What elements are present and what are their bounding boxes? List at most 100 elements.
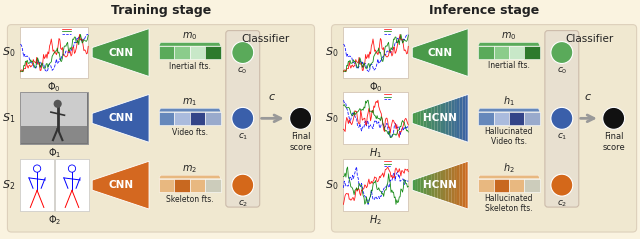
FancyBboxPatch shape	[524, 179, 540, 192]
Polygon shape	[443, 102, 446, 135]
FancyBboxPatch shape	[509, 112, 524, 125]
Polygon shape	[460, 96, 463, 140]
Polygon shape	[460, 163, 463, 207]
Text: $S_2$: $S_2$	[2, 178, 15, 192]
FancyBboxPatch shape	[190, 179, 205, 192]
FancyBboxPatch shape	[20, 159, 54, 211]
Text: HCNN: HCNN	[423, 113, 457, 123]
FancyBboxPatch shape	[21, 126, 87, 143]
Text: Inertial fts.: Inertial fts.	[169, 62, 211, 71]
FancyBboxPatch shape	[20, 92, 88, 144]
Polygon shape	[426, 174, 429, 196]
Text: Final
score: Final score	[289, 132, 312, 152]
FancyBboxPatch shape	[332, 25, 637, 232]
Circle shape	[232, 174, 253, 196]
Circle shape	[54, 100, 61, 108]
Polygon shape	[478, 175, 540, 179]
Circle shape	[232, 107, 253, 129]
Text: $c_2$: $c_2$	[557, 199, 567, 209]
Text: $S_0$: $S_0$	[325, 178, 339, 192]
FancyBboxPatch shape	[493, 46, 509, 59]
FancyBboxPatch shape	[20, 27, 88, 78]
Polygon shape	[429, 107, 432, 130]
Text: $H_1$: $H_1$	[369, 146, 382, 160]
Text: $m_0$: $m_0$	[501, 30, 516, 42]
Text: $c$: $c$	[584, 92, 592, 102]
FancyBboxPatch shape	[22, 94, 88, 144]
Polygon shape	[449, 100, 451, 137]
FancyBboxPatch shape	[226, 31, 260, 207]
Polygon shape	[420, 109, 424, 127]
Text: Final
score: Final score	[602, 132, 625, 152]
Text: $\Phi_1$: $\Phi_1$	[47, 146, 61, 160]
Polygon shape	[463, 162, 465, 208]
FancyBboxPatch shape	[478, 112, 493, 125]
Polygon shape	[454, 165, 457, 205]
Text: $c_1$: $c_1$	[237, 132, 248, 142]
FancyBboxPatch shape	[205, 112, 221, 125]
FancyBboxPatch shape	[524, 46, 540, 59]
Polygon shape	[418, 177, 420, 193]
Text: $h_1$: $h_1$	[503, 94, 515, 108]
FancyBboxPatch shape	[478, 46, 493, 59]
Polygon shape	[435, 172, 437, 199]
FancyBboxPatch shape	[20, 92, 88, 144]
Polygon shape	[412, 29, 468, 76]
Text: Inference stage: Inference stage	[429, 4, 539, 17]
Text: $c_2$: $c_2$	[237, 199, 248, 209]
FancyBboxPatch shape	[159, 179, 175, 192]
Text: $c_0$: $c_0$	[237, 66, 248, 76]
Polygon shape	[451, 166, 454, 204]
Text: Classifier: Classifier	[566, 34, 614, 43]
FancyBboxPatch shape	[190, 112, 205, 125]
FancyBboxPatch shape	[55, 159, 89, 211]
Polygon shape	[415, 111, 418, 125]
Text: $m_0$: $m_0$	[182, 30, 198, 42]
Polygon shape	[465, 161, 468, 209]
Text: Skeleton fts.: Skeleton fts.	[166, 195, 214, 204]
Polygon shape	[412, 179, 415, 191]
Polygon shape	[159, 175, 221, 179]
Polygon shape	[478, 108, 540, 112]
FancyBboxPatch shape	[205, 46, 221, 59]
Polygon shape	[432, 106, 435, 131]
Text: Hallucinated
Video fts.: Hallucinated Video fts.	[484, 127, 533, 146]
FancyBboxPatch shape	[8, 25, 314, 232]
Text: HCNN: HCNN	[423, 180, 457, 190]
FancyBboxPatch shape	[344, 27, 408, 78]
Polygon shape	[463, 95, 465, 141]
Polygon shape	[424, 109, 426, 128]
Text: $S_0$: $S_0$	[2, 46, 15, 60]
Text: CNN: CNN	[108, 180, 133, 190]
Polygon shape	[465, 94, 468, 142]
Polygon shape	[159, 43, 221, 46]
Circle shape	[603, 107, 625, 129]
Polygon shape	[440, 170, 443, 201]
Text: CNN: CNN	[108, 113, 133, 123]
Polygon shape	[92, 161, 149, 209]
Polygon shape	[454, 98, 457, 138]
FancyBboxPatch shape	[175, 112, 190, 125]
Polygon shape	[432, 173, 435, 198]
Polygon shape	[451, 99, 454, 137]
FancyBboxPatch shape	[509, 46, 524, 59]
Text: Inertial fts.: Inertial fts.	[488, 61, 530, 70]
Polygon shape	[429, 174, 432, 197]
FancyBboxPatch shape	[545, 31, 579, 207]
FancyBboxPatch shape	[159, 112, 175, 125]
Polygon shape	[424, 175, 426, 195]
Polygon shape	[446, 168, 449, 202]
FancyBboxPatch shape	[175, 46, 190, 59]
FancyBboxPatch shape	[344, 92, 408, 144]
FancyBboxPatch shape	[190, 46, 205, 59]
FancyBboxPatch shape	[524, 112, 540, 125]
Polygon shape	[159, 108, 221, 112]
Polygon shape	[418, 110, 420, 126]
FancyBboxPatch shape	[175, 179, 190, 192]
Polygon shape	[478, 43, 540, 46]
Text: $h_2$: $h_2$	[503, 161, 515, 175]
Text: Classifier: Classifier	[241, 34, 290, 43]
Text: $c$: $c$	[268, 92, 276, 102]
Circle shape	[551, 42, 573, 64]
FancyBboxPatch shape	[159, 46, 175, 59]
